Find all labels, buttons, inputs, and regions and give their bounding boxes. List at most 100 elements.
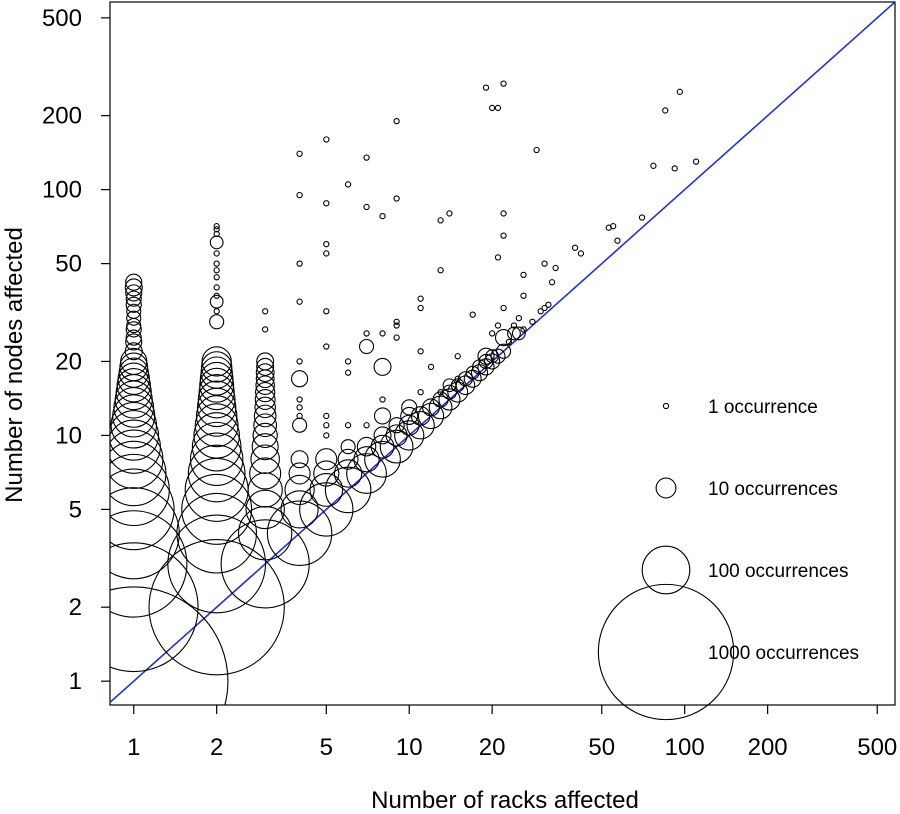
x-axis-label: Number of racks affected — [371, 787, 639, 814]
data-point — [494, 322, 502, 329]
data-point — [254, 396, 276, 419]
legend-marker — [662, 402, 670, 410]
data-point — [118, 357, 149, 388]
data-point — [438, 388, 461, 411]
x-tick-label: 200 — [748, 734, 788, 761]
data-point — [245, 489, 285, 530]
data-point — [315, 448, 338, 471]
data-point — [356, 436, 377, 457]
y-tick-label: 2 — [69, 594, 82, 621]
data-point — [110, 542, 199, 673]
data-point — [490, 348, 506, 364]
data-point — [344, 181, 352, 188]
data-point — [614, 237, 621, 244]
data-point — [379, 429, 414, 464]
data-point — [254, 389, 276, 410]
data-point — [346, 453, 387, 494]
data-point — [213, 284, 220, 291]
legend: 1 occurrence 10 occurrences 100 occurrence… — [597, 397, 859, 721]
data-point — [255, 375, 275, 396]
data-point — [126, 303, 142, 319]
data-point — [296, 260, 303, 267]
data-point — [213, 260, 220, 267]
data-point — [213, 250, 220, 257]
data-point — [191, 421, 242, 472]
data-point — [552, 264, 559, 272]
data-point — [256, 352, 275, 371]
data-point — [638, 214, 646, 221]
data-point — [110, 453, 170, 527]
data-point — [379, 330, 386, 337]
data-point — [393, 334, 400, 341]
axes-frame — [109, 1, 896, 706]
data-point — [201, 346, 232, 377]
data-point — [500, 210, 507, 217]
data-point — [110, 440, 167, 507]
data-point — [394, 420, 425, 451]
data-point — [393, 117, 400, 125]
data-point — [676, 88, 683, 95]
data-point — [296, 191, 303, 199]
x-tick-label: 5 — [320, 734, 333, 761]
data-point — [313, 460, 340, 487]
data-point — [446, 210, 453, 217]
data-point — [373, 407, 392, 425]
data-point — [253, 404, 277, 428]
data-point — [323, 200, 330, 207]
data-point — [198, 374, 235, 411]
data-point — [189, 432, 244, 486]
data-point — [373, 426, 392, 445]
legend-marker — [655, 477, 677, 499]
data-point — [437, 217, 444, 224]
data-point — [545, 301, 552, 308]
data-point — [437, 267, 444, 274]
data-point — [125, 329, 142, 346]
data-point — [333, 459, 363, 488]
data-point — [309, 473, 344, 507]
data-point — [515, 314, 522, 322]
data-point — [200, 351, 233, 383]
data-point — [296, 298, 303, 305]
data-point — [296, 150, 303, 157]
y-axis-label: Number of nodes affected — [1, 227, 28, 503]
data-point — [249, 457, 282, 490]
data-point — [488, 104, 496, 112]
data-point — [148, 539, 285, 676]
data-point — [247, 472, 283, 508]
x-axis-ticks: 1 2 5 10 20 50 100 200 500 — [127, 705, 897, 761]
y-tick-label: 100 — [42, 177, 82, 204]
y-tick-label: 5 — [69, 496, 82, 523]
data-point — [495, 343, 512, 359]
data-point — [393, 322, 400, 329]
data-point — [266, 500, 333, 566]
data-point — [469, 311, 476, 318]
data-point — [363, 422, 370, 429]
x-tick-label: 500 — [857, 734, 897, 761]
data-point — [288, 462, 311, 485]
data-point — [125, 284, 143, 302]
data-point — [427, 363, 435, 371]
data-point — [541, 304, 548, 312]
data-point — [370, 434, 395, 459]
data-point — [167, 514, 267, 614]
data-point — [571, 244, 579, 251]
y-tick-label: 1 — [69, 668, 82, 695]
data-point — [505, 338, 513, 346]
y-tick-label: 500 — [42, 5, 82, 32]
x-tick-label: 1 — [127, 734, 140, 761]
data-point — [344, 422, 352, 429]
data-point — [110, 586, 229, 705]
data-point — [252, 422, 278, 449]
x-tick-label: 10 — [396, 734, 423, 761]
data-point — [482, 84, 490, 91]
data-point — [537, 308, 544, 315]
data-point — [262, 326, 269, 333]
data-point — [500, 304, 507, 312]
data-point — [255, 363, 275, 383]
data-point — [110, 410, 160, 461]
legend-label: 100 occurrences — [708, 561, 848, 582]
x-tick-label: 2 — [210, 734, 223, 761]
data-point — [529, 318, 536, 325]
data-point — [125, 296, 142, 313]
data-point — [213, 308, 220, 315]
